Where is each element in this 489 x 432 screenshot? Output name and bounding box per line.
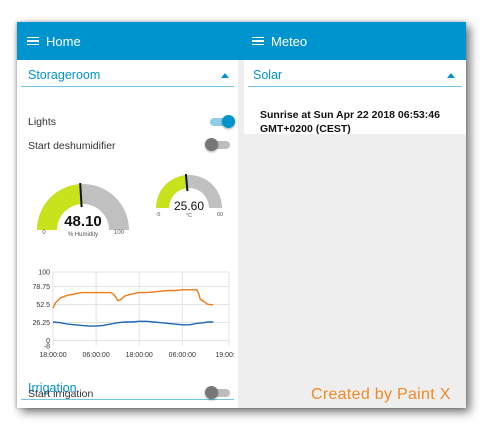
irrigation-toggle[interactable] <box>205 386 230 399</box>
lights-toggle[interactable] <box>210 115 235 128</box>
sunrise-text: Sunrise at Sun Apr 22 2018 06:53:46 GMT+… <box>260 109 440 135</box>
toggle-knob <box>205 138 218 151</box>
gauge-needle <box>184 174 189 192</box>
storageroom-group: Storageroom Lights Start deshumidifier 4… <box>17 60 238 408</box>
humidity-max: 100 <box>113 230 124 236</box>
y-tick-label: -8 <box>44 344 50 351</box>
menu-icon[interactable] <box>27 36 39 46</box>
tab-home-label: Home <box>46 33 81 49</box>
temperature-value: 25.60 <box>173 199 205 213</box>
x-tick-label: 18:00:00 <box>39 352 66 359</box>
x-tick-label: 06:00:00 <box>82 352 109 359</box>
group-title-solar: Solar <box>253 68 283 82</box>
collapse-caret-icon[interactable] <box>447 73 455 78</box>
chart-series-line-2 <box>52 320 214 327</box>
lights-label: Lights <box>28 116 57 128</box>
y-tick-label: 100 <box>38 270 50 277</box>
deshumidifier-toggle[interactable] <box>205 138 230 151</box>
group-divider <box>21 399 234 400</box>
humidity-min: 0 <box>42 230 46 236</box>
humidity-gauge <box>37 183 129 230</box>
irrigation-label: Start irrigation <box>28 388 94 400</box>
temperature-unit: °C <box>185 213 193 219</box>
deshumidifier-label: Start deshumidifier <box>28 140 116 152</box>
header-bar: Home Meteo <box>17 22 466 60</box>
tab-meteo-label: Meteo <box>271 33 308 49</box>
y-tick-label: 0 <box>46 338 50 345</box>
gauge-fill <box>37 184 82 230</box>
watermark-text: Created by Paint X <box>311 386 451 403</box>
tab-home[interactable]: Home <box>17 22 238 60</box>
y-tick-label: 78.75 <box>32 284 50 291</box>
tab-meteo[interactable]: Meteo <box>238 22 307 60</box>
toggle-knob <box>222 115 235 128</box>
humidity-value: 48.10 <box>64 213 102 230</box>
menu-icon[interactable] <box>252 36 264 46</box>
humidity-unit: % Humidity <box>67 232 99 238</box>
temperature-max: 60 <box>216 212 224 218</box>
x-tick-label: 06:00:00 <box>169 352 196 359</box>
temperature-gauge <box>156 174 222 208</box>
temperature-min: -5 <box>155 212 161 218</box>
x-tick-label: 19:00:00 <box>215 352 235 359</box>
y-tick-label: 52.5 <box>36 302 50 309</box>
y-tick-label: 26.25 <box>32 320 50 327</box>
x-tick-label: 18:00:00 <box>126 352 153 359</box>
group-title-storageroom: Storageroom <box>28 68 101 82</box>
chart-series-line-1 <box>52 289 214 309</box>
gauge-fill <box>156 175 188 208</box>
dashboard-frame: Home Meteo Storageroom Lights Start desh… <box>17 22 466 408</box>
group-divider <box>248 86 462 87</box>
solar-group: Solar Sunrise at Sun Apr 22 2018 06:53:4… <box>244 60 466 135</box>
group-divider <box>21 86 234 87</box>
collapse-caret-icon[interactable] <box>221 73 229 78</box>
toggle-knob <box>205 386 218 399</box>
gauge-needle <box>79 183 83 208</box>
group-title-irrigation: Irrigation <box>28 381 77 395</box>
